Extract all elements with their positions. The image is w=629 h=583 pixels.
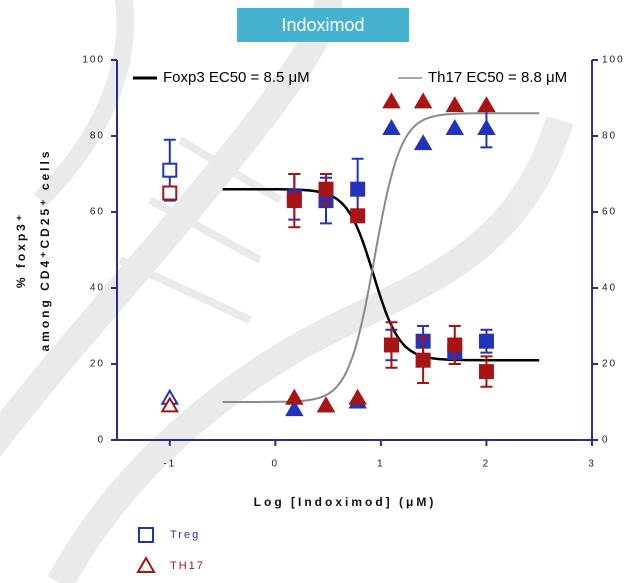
marker-triangle	[350, 391, 365, 404]
marker-triangle	[319, 398, 334, 411]
x-tick-label: 1	[377, 459, 385, 470]
marker-square	[480, 365, 493, 378]
y-tick-label: 40	[90, 283, 105, 294]
marker-square	[163, 164, 176, 177]
marker-triangle	[384, 121, 399, 134]
marker-square	[417, 354, 430, 367]
x-tick-label: 0	[272, 459, 280, 470]
x-tick-label: 3	[588, 459, 596, 470]
y2-tick-label: 40	[602, 283, 617, 294]
marker-triangle	[416, 94, 431, 107]
marker-triangle	[447, 121, 462, 134]
y2-tick-label: 0	[602, 435, 610, 446]
marker-square	[351, 209, 364, 222]
legend-label: Foxp3 EC50 = 8.5 μM	[163, 69, 310, 86]
y2-tick-label: 80	[602, 131, 617, 142]
x-tick-label: -1	[163, 459, 176, 470]
y-axis-label: among CD4⁺CD25⁺ cells	[38, 148, 52, 351]
y-axis-label: % foxp3⁺	[14, 212, 28, 288]
marker-triangle	[384, 94, 399, 107]
y-tick-label: 0	[97, 435, 105, 446]
y2-tick-label: 100	[602, 55, 625, 66]
legend-label: TH17	[170, 560, 205, 572]
y-tick-label: 60	[90, 207, 105, 218]
marker-triangle	[447, 98, 462, 111]
y-tick-label: 20	[90, 359, 105, 370]
marker-triangle	[416, 136, 431, 149]
marker-triangle	[138, 558, 154, 572]
legend-label: Treg	[170, 529, 200, 541]
chart: Indoximod Log [Indoximod] (μM) % foxp3⁺ …	[0, 0, 629, 583]
x-axis-label: Log [Indoximod] (μM)	[254, 495, 437, 509]
marker-triangle	[479, 121, 494, 134]
marker-square	[139, 528, 153, 542]
marker-square	[448, 339, 461, 352]
y-tick-label: 80	[90, 131, 105, 142]
legend-label: Th17 EC50 = 8.8 μM	[428, 69, 567, 86]
marker-square	[288, 194, 301, 207]
marker-triangle	[287, 391, 302, 404]
y2-tick-label: 60	[602, 207, 617, 218]
y2-tick-label: 20	[602, 359, 617, 370]
x-tick-label: 2	[483, 459, 491, 470]
marker-square	[320, 183, 333, 196]
marker-triangle	[479, 98, 494, 111]
marker-square	[351, 183, 364, 196]
marker-square	[163, 187, 176, 200]
chart-title: Indoximod	[281, 15, 364, 35]
marker-square	[385, 339, 398, 352]
y-tick-label: 100	[82, 55, 105, 66]
marker-square	[480, 335, 493, 348]
